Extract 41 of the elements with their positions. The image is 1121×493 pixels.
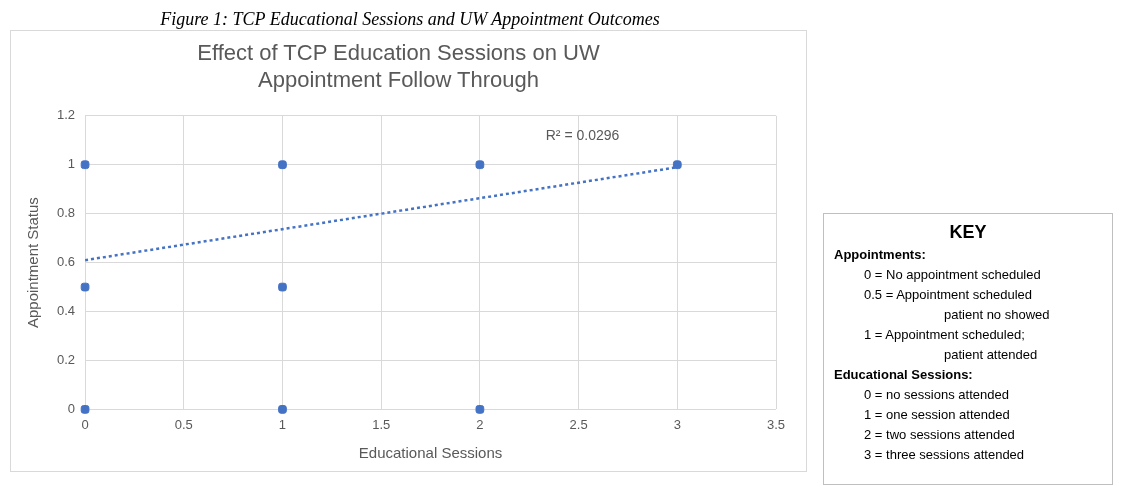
- text: patient no showed: [943, 306, 1051, 324]
- text: 1 = Appointment scheduled;: [863, 326, 1026, 344]
- point: [672, 160, 682, 170]
- y-tick-label: 0: [67, 400, 76, 416]
- y-tick-label: 1: [67, 156, 76, 172]
- point: [80, 405, 90, 414]
- point: [80, 160, 90, 170]
- x-tick-label: 3.5: [766, 416, 786, 432]
- text: Appointments:: [834, 246, 927, 264]
- y-tick-label: 0.2: [56, 352, 76, 368]
- x-tick-label: 1: [278, 416, 287, 432]
- point: [80, 282, 90, 292]
- point: [278, 160, 287, 170]
- y-axis-title: Appointment Status: [24, 197, 42, 329]
- x-tick-label: 3: [673, 416, 681, 432]
- x-tick-label: 2: [476, 416, 484, 432]
- x-axis-title: Educational Sessions: [358, 444, 503, 462]
- text: 1 = one session attended: [863, 406, 1011, 424]
- caption: Figure 1: TCP Educational Sessions and UW Appointment Outcomes: [159, 8, 661, 30]
- text: Educational Sessions:: [834, 366, 974, 384]
- point: [475, 160, 485, 170]
- y-tick-label: 0.4: [56, 303, 76, 319]
- text: 0.5 = Appointment scheduled: [863, 286, 1034, 304]
- text: 2 = two sessions attended: [863, 426, 1016, 444]
- text: 0 = no sessions attended: [863, 386, 1010, 404]
- point: [278, 282, 287, 292]
- text: 0 = No appointment scheduled: [863, 266, 1042, 284]
- point: [475, 405, 485, 414]
- y-tick-label: 1.2: [56, 107, 76, 123]
- text: KEY: [948, 222, 988, 243]
- x-tick-label: 2.5: [569, 416, 588, 432]
- annotation: R² = 0.0296: [545, 126, 620, 143]
- chart-title: Effect of TCP Education Sessions on UW Appointment Follow Through: [197, 40, 600, 92]
- text: 3 = three sessions attended: [863, 446, 1026, 464]
- x-tick-label: 1.5: [372, 416, 391, 432]
- text: patient attended: [943, 346, 1039, 364]
- x-tick-label: 0: [81, 416, 89, 432]
- point: [278, 405, 287, 414]
- x-tick-label: 0.5: [174, 416, 193, 432]
- y-tick-label: 0.6: [56, 254, 76, 270]
- y-tick-label: 0.8: [56, 205, 76, 221]
